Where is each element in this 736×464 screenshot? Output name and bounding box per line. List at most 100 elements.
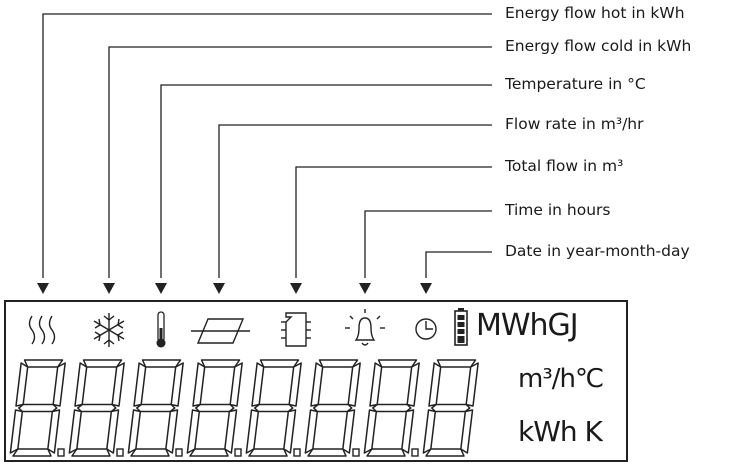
decimal-point — [57, 448, 65, 457]
leader-flow-rate — [218, 124, 492, 278]
segment-f — [428, 362, 442, 407]
leader-temp — [160, 84, 492, 278]
segment-g — [136, 403, 176, 413]
seven-segment-digits — [9, 359, 479, 457]
digit-1 — [9, 359, 66, 457]
segment-b — [406, 362, 420, 407]
segment-c — [460, 409, 474, 454]
segment-b — [465, 362, 479, 407]
segment-g — [195, 403, 235, 413]
segment-a — [23, 359, 64, 368]
segment-a — [318, 359, 359, 368]
decimal-point — [411, 448, 419, 457]
leader-lines — [42, 13, 492, 278]
segment-a — [377, 359, 418, 368]
segment-f — [15, 362, 29, 407]
segment-g — [431, 403, 471, 413]
digit-3 — [127, 359, 184, 457]
units-top: MWhGJ — [476, 308, 579, 343]
leader-cold — [108, 46, 492, 278]
leader-date — [425, 251, 492, 278]
segment-c — [224, 409, 238, 454]
segment-b — [347, 362, 361, 407]
digit-6 — [304, 359, 361, 457]
segment-d — [307, 448, 347, 457]
segment-d — [130, 448, 170, 457]
segment-a — [141, 359, 182, 368]
segment-a — [436, 359, 477, 368]
segment-f — [74, 362, 88, 407]
digit-2 — [68, 359, 125, 457]
leader-hot — [42, 13, 492, 278]
decimal-point — [352, 448, 360, 457]
units-middle: m³/h℃ — [518, 364, 604, 394]
segment-d — [12, 448, 52, 457]
decimal-point — [175, 448, 183, 457]
segment-b — [52, 362, 66, 407]
segment-e — [186, 409, 201, 454]
clock-icon — [415, 318, 437, 340]
heat-waves-icon — [28, 315, 56, 345]
leader-total-flow — [295, 166, 492, 278]
decimal-point — [293, 448, 301, 457]
label-date: Date in year-month-day — [505, 242, 690, 260]
digit-4 — [186, 359, 243, 457]
battery-icon — [454, 308, 468, 346]
segment-e — [68, 409, 83, 454]
segment-a — [259, 359, 300, 368]
snowflake-icon — [93, 313, 125, 347]
label-energy-hot: Energy flow hot in kWh — [505, 4, 685, 22]
segment-d — [189, 448, 229, 457]
thermometer-icon — [156, 311, 166, 348]
segment-d — [71, 448, 111, 457]
segment-f — [310, 362, 324, 407]
segment-e — [363, 409, 378, 454]
segment-d — [425, 448, 465, 457]
segment-b — [229, 362, 243, 407]
flow-rate-icon — [191, 318, 250, 344]
segment-f — [192, 362, 206, 407]
segment-g — [313, 403, 353, 413]
segment-c — [165, 409, 179, 454]
arrowheads — [37, 283, 432, 294]
segment-f — [251, 362, 265, 407]
segment-c — [342, 409, 356, 454]
segment-e — [245, 409, 260, 454]
segment-g — [18, 403, 58, 413]
segment-e — [304, 409, 319, 454]
segment-e — [127, 409, 142, 454]
segment-c — [47, 409, 61, 454]
lcd-frame — [4, 300, 628, 462]
label-time: Time in hours — [505, 201, 611, 219]
label-total-flow: Total flow in m³ — [505, 157, 624, 175]
label-flow-rate: Flow rate in m³/hr — [505, 115, 644, 133]
label-energy-cold: Energy flow cold in kWh — [505, 37, 692, 55]
segment-c — [283, 409, 297, 454]
segment-a — [200, 359, 241, 368]
decimal-point — [234, 448, 242, 457]
leader-time — [364, 210, 492, 278]
segment-f — [369, 362, 383, 407]
segment-g — [77, 403, 117, 413]
units-bottom: kWh K — [518, 415, 603, 448]
decimal-point — [116, 448, 124, 457]
segment-d — [248, 448, 288, 457]
segment-a — [82, 359, 123, 368]
segment-g — [372, 403, 412, 413]
meter-icon — [281, 312, 311, 347]
label-temperature: Temperature in °C — [505, 75, 646, 93]
segment-g — [254, 403, 294, 413]
segment-e — [9, 409, 24, 454]
segment-c — [106, 409, 120, 454]
segment-c — [401, 409, 415, 454]
alarm-bell-icon — [345, 309, 385, 346]
digit-8 — [422, 359, 479, 457]
digit-5 — [245, 359, 302, 457]
segment-b — [170, 362, 184, 407]
segment-f — [133, 362, 147, 407]
segment-e — [422, 409, 437, 454]
segment-d — [366, 448, 406, 457]
segment-b — [288, 362, 302, 407]
segment-b — [111, 362, 125, 407]
